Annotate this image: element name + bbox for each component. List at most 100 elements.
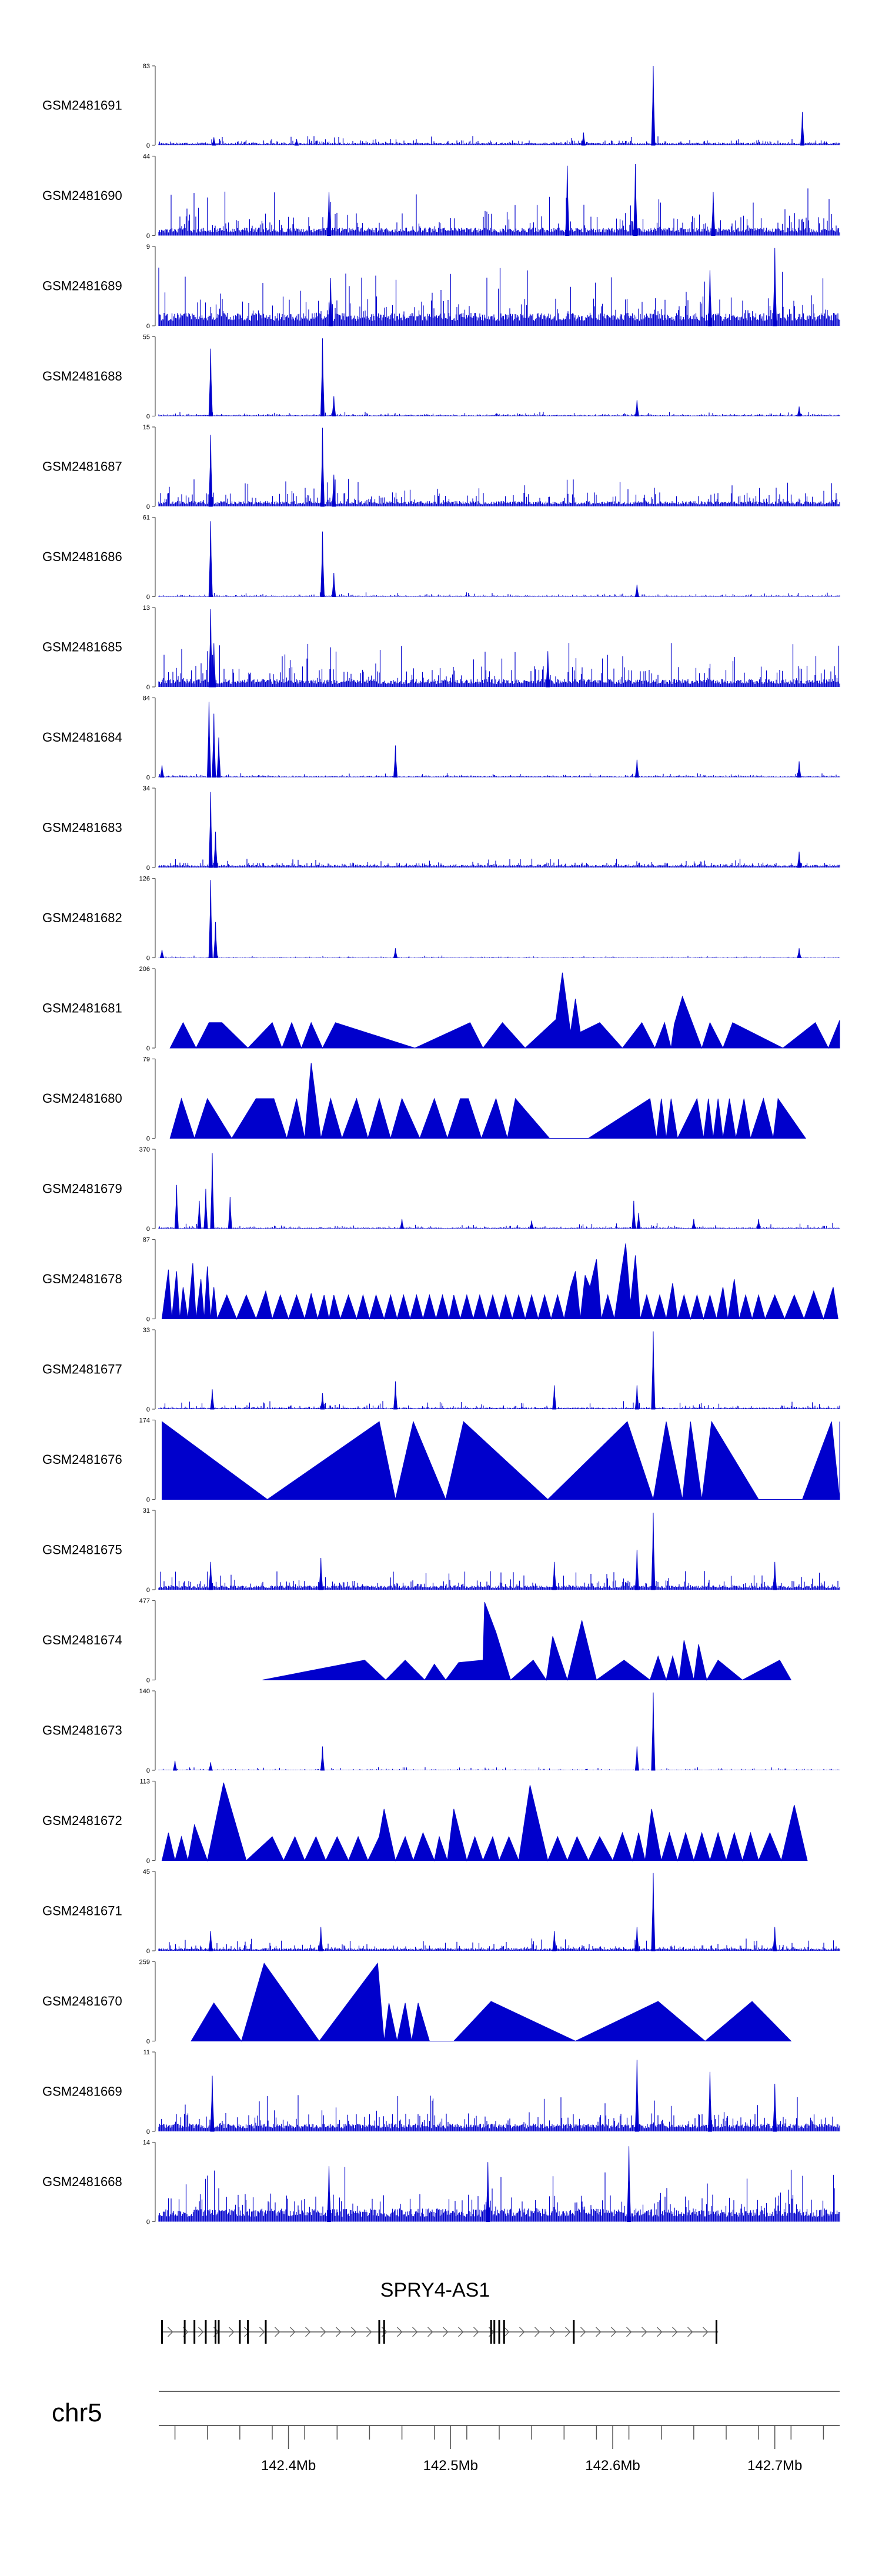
- strand-arrow: [290, 2327, 296, 2337]
- track-ymin-label: 0: [146, 1948, 150, 1955]
- signal-peak: [634, 1550, 639, 1590]
- track-GSM2481681: GSM2481681 206 0: [42, 966, 840, 1052]
- signal-peak: [634, 1927, 639, 1951]
- track-ymax-label: 45: [143, 1868, 150, 1876]
- signal-peak: [210, 1389, 215, 1410]
- track-ymin-label: 0: [146, 1497, 150, 1504]
- track-GSM2481676: GSM2481676 174 0: [42, 1417, 840, 1504]
- track-label: GSM2481683: [42, 820, 122, 835]
- signal-peak: [393, 1381, 398, 1410]
- signal-peak: [634, 759, 639, 778]
- signal-peak: [210, 1153, 215, 1229]
- signal-peak: [332, 396, 336, 416]
- signal-peak: [319, 1927, 323, 1951]
- track-GSM2481674: GSM2481674 477 0: [42, 1598, 792, 1684]
- signal-peak: [565, 165, 570, 236]
- track-ymax-label: 83: [143, 63, 150, 70]
- signal-peak: [172, 1760, 178, 1771]
- signal-peak: [627, 2146, 632, 2222]
- signal-peak: [213, 922, 218, 958]
- strand-arrow: [703, 2327, 709, 2337]
- signal-peak: [634, 400, 639, 416]
- track-label: GSM2481672: [42, 1813, 122, 1828]
- strand-arrow: [412, 2327, 418, 2337]
- signal-peak: [208, 609, 213, 688]
- track-ymax-label: 113: [139, 1778, 150, 1786]
- signal-peak: [636, 1212, 641, 1229]
- strand-arrow: [596, 2327, 602, 2337]
- signal-peak: [208, 435, 213, 507]
- strand-arrow: [366, 2327, 372, 2337]
- signal-peak: [326, 192, 332, 236]
- strand-arrow: [657, 2327, 663, 2337]
- track-ymax-label: 370: [139, 1146, 150, 1153]
- track-label: GSM2481681: [42, 1001, 122, 1016]
- track-ymin-label: 0: [146, 1677, 150, 1684]
- signal-peak: [552, 1385, 557, 1410]
- signal-bars: [158, 412, 840, 416]
- track-label: GSM2481678: [42, 1272, 122, 1286]
- track-ymax-label: 9: [146, 243, 150, 251]
- track-label: GSM2481670: [42, 1994, 122, 2008]
- track-ymax-label: 33: [143, 1327, 150, 1334]
- signal-peak: [552, 1561, 557, 1590]
- signal-peak: [208, 792, 213, 868]
- signal-peak: [773, 248, 777, 326]
- strand-arrow: [458, 2327, 464, 2337]
- track-GSM2481685: GSM2481685 13 0: [42, 605, 840, 691]
- track-GSM2481684: GSM2481684 84 0: [42, 695, 840, 782]
- track-ymax-label: 477: [139, 1598, 150, 1605]
- strand-arrow: [305, 2327, 311, 2337]
- axis-tick-label: 142.7Mb: [747, 2458, 802, 2474]
- signal-peak: [756, 1219, 761, 1229]
- track-ymax-label: 55: [143, 334, 150, 341]
- signal-peak: [651, 1513, 656, 1590]
- signal-bars: [158, 1767, 840, 1770]
- signal-peak: [208, 1931, 213, 1951]
- track-ymin-label: 0: [146, 775, 150, 782]
- strand-arrow: [275, 2327, 280, 2337]
- signal-peak: [216, 737, 221, 778]
- track-GSM2481672: GSM2481672 113 0: [42, 1778, 808, 1865]
- coverage-area: [161, 1243, 838, 1320]
- signal-peak: [294, 139, 299, 146]
- track-GSM2481690: GSM2481690 44 0: [42, 154, 840, 240]
- signal-bars: [158, 643, 840, 687]
- strand-arrow: [320, 2327, 326, 2337]
- axis-tick-label: 142.6Mb: [585, 2458, 640, 2474]
- signal-peak: [393, 948, 398, 958]
- track-label: GSM2481674: [42, 1633, 122, 1647]
- track-GSM2481688: GSM2481688 55 0: [42, 334, 840, 421]
- signal-bars: [158, 1401, 840, 1409]
- signal-peak: [797, 406, 801, 416]
- track-GSM2481691: GSM2481691 83 0: [42, 63, 840, 149]
- signal-bars: [158, 188, 840, 236]
- gene-track: SPRY4-AS1: [161, 2279, 719, 2344]
- signal-peak: [208, 521, 213, 597]
- signal-peak: [197, 1200, 202, 1229]
- signal-peak: [633, 163, 638, 236]
- signal-bars: [158, 592, 840, 597]
- signal-bars: [158, 268, 840, 326]
- signal-peak: [529, 1220, 534, 1229]
- signal-peak: [711, 192, 716, 236]
- track-ymax-label: 13: [143, 605, 150, 612]
- track-ymax-label: 31: [143, 1507, 150, 1514]
- track-label: GSM2481688: [42, 369, 122, 383]
- signal-bars: [158, 773, 840, 778]
- track-label: GSM2481682: [42, 910, 122, 925]
- track-label: GSM2481690: [42, 188, 122, 203]
- track-ymax-label: 126: [139, 876, 150, 883]
- signal-peak: [328, 278, 333, 326]
- strand-arrow: [504, 2327, 510, 2337]
- track-ymin-label: 0: [146, 1226, 150, 1233]
- signal-peak: [691, 1219, 696, 1229]
- track-label: GSM2481677: [42, 1362, 122, 1377]
- track-ymin-label: 0: [146, 142, 150, 149]
- track-ymax-label: 84: [143, 695, 150, 702]
- signal-peak: [319, 1557, 323, 1590]
- track-label: GSM2481691: [42, 98, 122, 113]
- track-label: GSM2481680: [42, 1091, 122, 1106]
- strand-arrow: [611, 2327, 617, 2337]
